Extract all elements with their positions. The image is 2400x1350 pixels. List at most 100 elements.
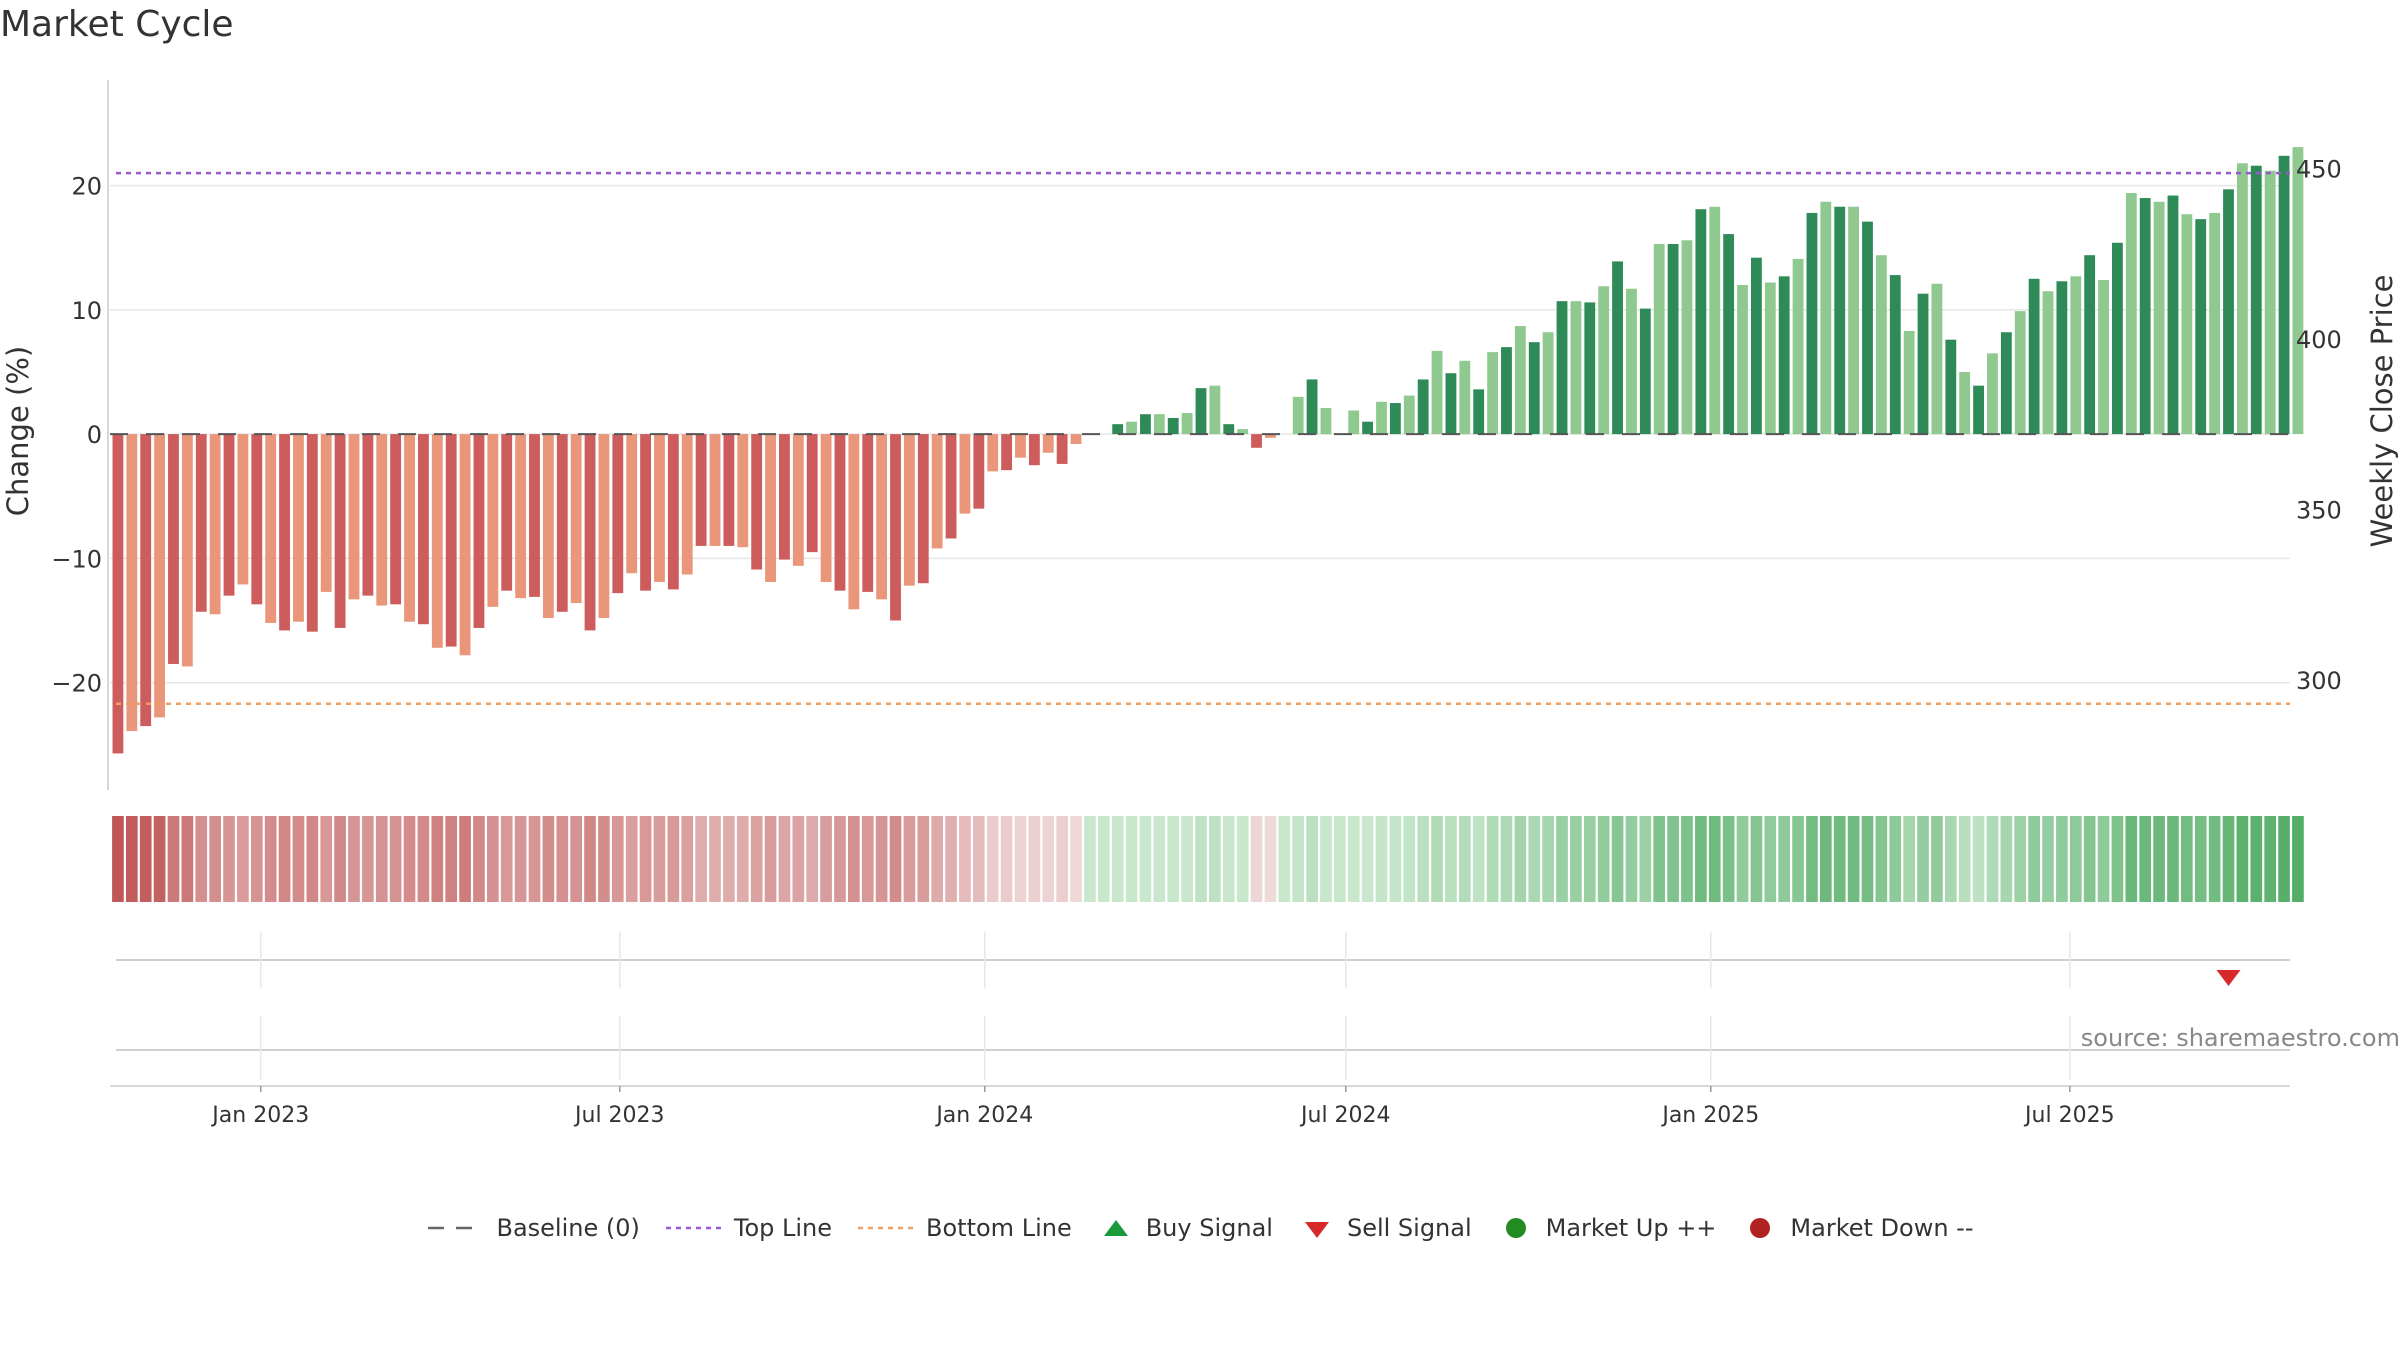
change-bar	[1723, 234, 1735, 435]
heat-cell	[556, 816, 569, 902]
heat-cell	[917, 816, 930, 902]
legend-label: Sell Signal	[1346, 1214, 1472, 1242]
change-bar	[293, 434, 304, 622]
heat-cell	[1222, 816, 1235, 902]
legend-item: Baseline (0)	[426, 1214, 640, 1242]
x-tick-label: Jan 2025	[1660, 1103, 1759, 1128]
heat-cell	[1236, 816, 1249, 902]
change-bar	[1834, 206, 1846, 435]
heat-cell	[292, 816, 305, 902]
legend-marker	[1750, 1218, 1771, 1238]
change-bar	[1542, 332, 1554, 435]
heat-cell	[1334, 816, 1346, 902]
change-bar	[320, 434, 332, 592]
change-bar	[2084, 255, 2096, 435]
heat-cell	[237, 816, 249, 902]
heat-cell	[1875, 816, 1888, 902]
change-bar	[1487, 352, 1498, 435]
heat-cell	[1764, 816, 1777, 902]
heat-cell	[2097, 816, 2110, 902]
change-bar	[2153, 201, 2165, 435]
change-bar	[1737, 285, 1748, 435]
y-tick-label: −20	[51, 670, 102, 698]
heat-cell	[1986, 816, 1999, 902]
heat-cell	[1458, 816, 1471, 902]
change-bar	[1209, 385, 1221, 435]
change-bar	[1945, 339, 1957, 435]
heat-cell	[1264, 816, 1277, 902]
change-bar	[1056, 434, 1068, 464]
heat-cell	[1153, 816, 1166, 902]
heat-cell	[639, 816, 652, 902]
heat-cell	[2181, 816, 2193, 902]
heat-cell	[1639, 816, 1652, 902]
heat-cell	[112, 816, 124, 902]
change-bar	[1431, 350, 1443, 435]
change-bar	[1362, 421, 1374, 435]
change-bar	[1917, 293, 1929, 435]
change-bar	[2125, 193, 2137, 435]
heat-cell	[1708, 816, 1721, 902]
heat-cell	[1209, 816, 1221, 902]
heat-cell	[320, 816, 333, 902]
legend-item: Market Down --	[1740, 1214, 1974, 1242]
change-bar	[279, 434, 290, 631]
heat-cell	[1306, 816, 1318, 902]
heat-cell	[848, 816, 860, 902]
change-bar	[556, 434, 568, 612]
legend-label: Market Up ++	[1545, 1214, 1717, 1242]
heat-cell	[459, 816, 471, 902]
heat-cell	[1084, 816, 1096, 902]
heat-cell	[1375, 816, 1388, 902]
heat-cell	[986, 816, 999, 902]
heat-cell	[806, 816, 819, 902]
change-bar	[1931, 283, 1943, 435]
heat-cell	[153, 816, 166, 902]
change-bar	[709, 434, 721, 546]
change-bar	[862, 434, 874, 592]
legend-symbol	[665, 1226, 722, 1230]
change-bar	[1862, 221, 1873, 435]
legend-item: Buy Signal	[1096, 1214, 1273, 1242]
change-bar	[737, 434, 749, 548]
change-bar	[2139, 198, 2151, 435]
heat-cell	[2194, 816, 2207, 902]
change-bar	[1528, 342, 1540, 435]
change-bar	[1195, 388, 1207, 435]
heat-cell	[1514, 816, 1527, 902]
heat-cell	[528, 816, 541, 902]
heat-cell	[2014, 816, 2027, 902]
heat-cell	[2139, 816, 2152, 902]
axis-labels: −20 −10 0 10 20 300 350 400 450 Change (%) Weekly …	[1, 156, 2399, 1128]
heat-cell	[1320, 816, 1332, 902]
y2-tick-label: 400	[2296, 326, 2342, 354]
change-bar	[431, 434, 443, 648]
legend-symbol	[1103, 1220, 1128, 1236]
change-bar	[1265, 434, 1276, 438]
change-bar	[765, 434, 776, 582]
heat-cell	[1445, 816, 1457, 902]
change-bar	[2000, 332, 2012, 435]
change-bar	[903, 434, 915, 586]
heat-cell	[1750, 816, 1763, 902]
change-bar	[1251, 434, 1262, 448]
legend-marker	[1505, 1218, 1526, 1238]
heat-cell	[959, 816, 971, 902]
x-tick-label: Jan 2023	[210, 1103, 309, 1128]
change-bar	[195, 434, 207, 612]
heat-cell	[1528, 816, 1541, 902]
change-bar	[1167, 417, 1179, 435]
heat-cell	[542, 816, 555, 902]
heat-cell	[750, 816, 763, 902]
change-bar	[1820, 201, 1832, 435]
change-bar	[1015, 434, 1026, 458]
change-bar	[1584, 302, 1596, 435]
heat-cell	[362, 816, 374, 902]
change-bar	[876, 434, 888, 600]
heat-cell	[264, 816, 277, 902]
change-bar	[2209, 212, 2221, 435]
change-bar	[209, 434, 221, 615]
heat-cell	[570, 816, 582, 902]
change-bar	[376, 434, 388, 606]
change-bar	[2181, 214, 2193, 435]
